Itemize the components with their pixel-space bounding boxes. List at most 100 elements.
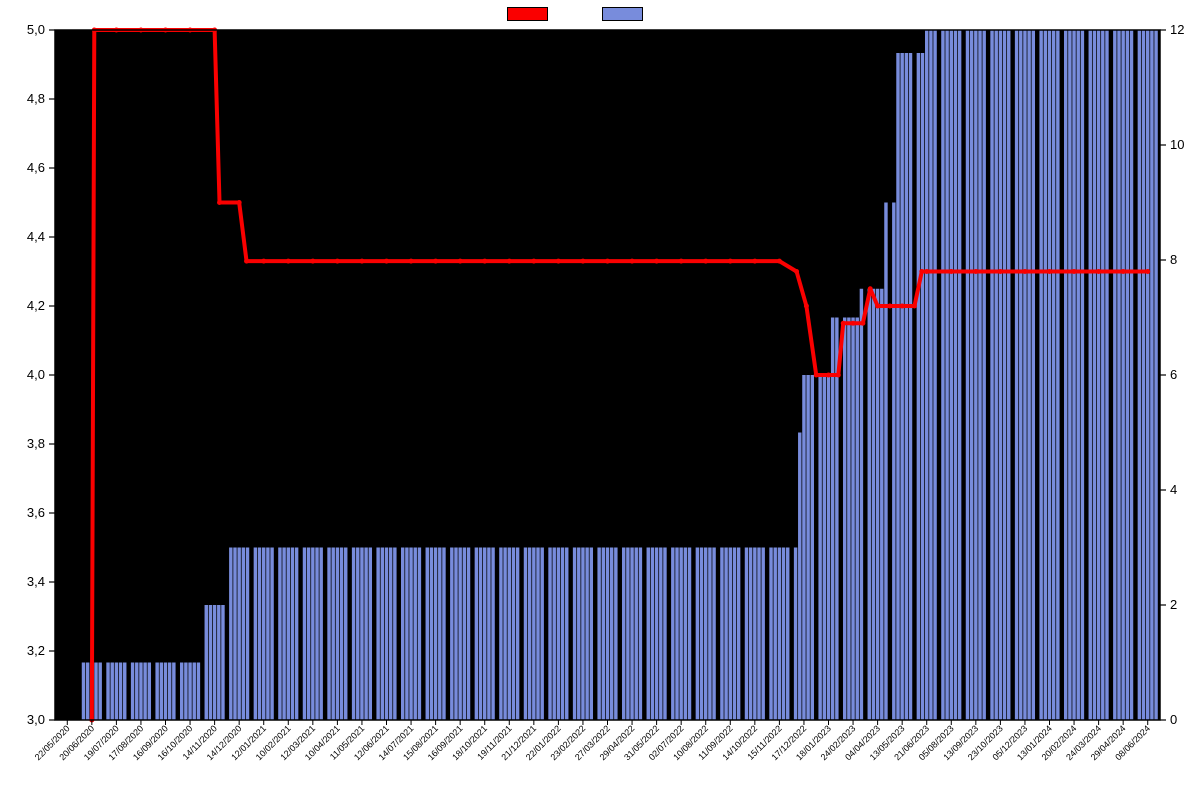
bar bbox=[602, 548, 605, 721]
line-marker bbox=[851, 321, 856, 326]
bar bbox=[110, 663, 113, 721]
bar bbox=[590, 548, 593, 721]
bar bbox=[237, 548, 240, 721]
bar bbox=[540, 548, 543, 721]
bar bbox=[786, 548, 789, 721]
bar bbox=[773, 548, 776, 721]
line-marker bbox=[507, 259, 512, 264]
line-marker bbox=[973, 269, 978, 274]
bar bbox=[704, 548, 707, 721]
bar bbox=[405, 548, 408, 721]
bar bbox=[1019, 30, 1022, 720]
bar bbox=[172, 663, 175, 721]
bar bbox=[475, 548, 478, 721]
bar bbox=[581, 548, 584, 721]
bar bbox=[639, 548, 642, 721]
bar bbox=[524, 548, 527, 721]
bar bbox=[1007, 30, 1010, 720]
bar bbox=[229, 548, 232, 721]
bar bbox=[994, 30, 997, 720]
bar bbox=[557, 548, 560, 721]
line-marker bbox=[1022, 269, 1027, 274]
line-marker bbox=[1047, 269, 1052, 274]
line-marker bbox=[860, 321, 865, 326]
line-marker bbox=[804, 304, 809, 309]
bar bbox=[635, 548, 638, 721]
bar bbox=[941, 30, 944, 720]
bar bbox=[123, 663, 126, 721]
bar bbox=[143, 663, 146, 721]
bar bbox=[573, 548, 576, 721]
bar bbox=[851, 318, 854, 721]
bar bbox=[1056, 30, 1059, 720]
line-marker bbox=[556, 259, 561, 264]
line-marker bbox=[794, 269, 799, 274]
bar bbox=[188, 663, 191, 721]
bar bbox=[217, 605, 220, 720]
bar bbox=[856, 318, 859, 721]
bar bbox=[1027, 30, 1030, 720]
bar bbox=[1068, 30, 1071, 720]
bar bbox=[806, 375, 809, 720]
bar bbox=[168, 663, 171, 721]
bar bbox=[868, 289, 871, 720]
bar bbox=[193, 663, 196, 721]
bar bbox=[1138, 30, 1141, 720]
bar bbox=[532, 548, 535, 721]
line-marker bbox=[900, 304, 905, 309]
bar bbox=[945, 30, 948, 720]
bar bbox=[1117, 30, 1120, 720]
bar bbox=[835, 318, 838, 721]
bar bbox=[729, 548, 732, 721]
bar bbox=[282, 548, 285, 721]
bar bbox=[577, 548, 580, 721]
bar bbox=[454, 548, 457, 721]
bar bbox=[548, 548, 551, 721]
line-marker bbox=[458, 259, 463, 264]
line-marker bbox=[919, 269, 924, 274]
bar bbox=[1032, 30, 1035, 720]
bar bbox=[1081, 30, 1084, 720]
bar bbox=[479, 548, 482, 721]
bar bbox=[597, 548, 600, 721]
line-marker bbox=[654, 259, 659, 264]
bar bbox=[106, 663, 109, 721]
bar bbox=[990, 30, 993, 720]
bar bbox=[536, 548, 539, 721]
bar bbox=[933, 30, 936, 720]
bar bbox=[483, 548, 486, 721]
line-marker bbox=[1096, 269, 1101, 274]
bar bbox=[315, 548, 318, 721]
bar bbox=[749, 548, 752, 721]
bar bbox=[209, 605, 212, 720]
bar bbox=[647, 548, 650, 721]
bar bbox=[393, 548, 396, 721]
bar bbox=[414, 548, 417, 721]
line-marker bbox=[679, 259, 684, 264]
right-axis-tick-label: 2 bbox=[1170, 597, 1177, 612]
right-axis-tick-label: 6 bbox=[1170, 367, 1177, 382]
bar bbox=[430, 548, 433, 721]
bar bbox=[278, 548, 281, 721]
line-marker bbox=[814, 373, 819, 378]
bar bbox=[712, 548, 715, 721]
bar bbox=[630, 548, 633, 721]
bar bbox=[246, 548, 249, 721]
bar bbox=[340, 548, 343, 721]
bar bbox=[1044, 30, 1047, 720]
bar bbox=[499, 548, 502, 721]
bar bbox=[1146, 30, 1149, 720]
bar bbox=[1023, 30, 1026, 720]
bar bbox=[778, 548, 781, 721]
bar bbox=[262, 548, 265, 721]
bar bbox=[356, 548, 359, 721]
bar bbox=[164, 663, 167, 721]
line-marker bbox=[286, 259, 291, 264]
bar bbox=[258, 548, 261, 721]
bar bbox=[925, 30, 928, 720]
bar bbox=[684, 548, 687, 721]
bar bbox=[876, 289, 879, 720]
bar bbox=[655, 548, 658, 721]
line-marker bbox=[359, 259, 364, 264]
line-marker bbox=[836, 373, 841, 378]
